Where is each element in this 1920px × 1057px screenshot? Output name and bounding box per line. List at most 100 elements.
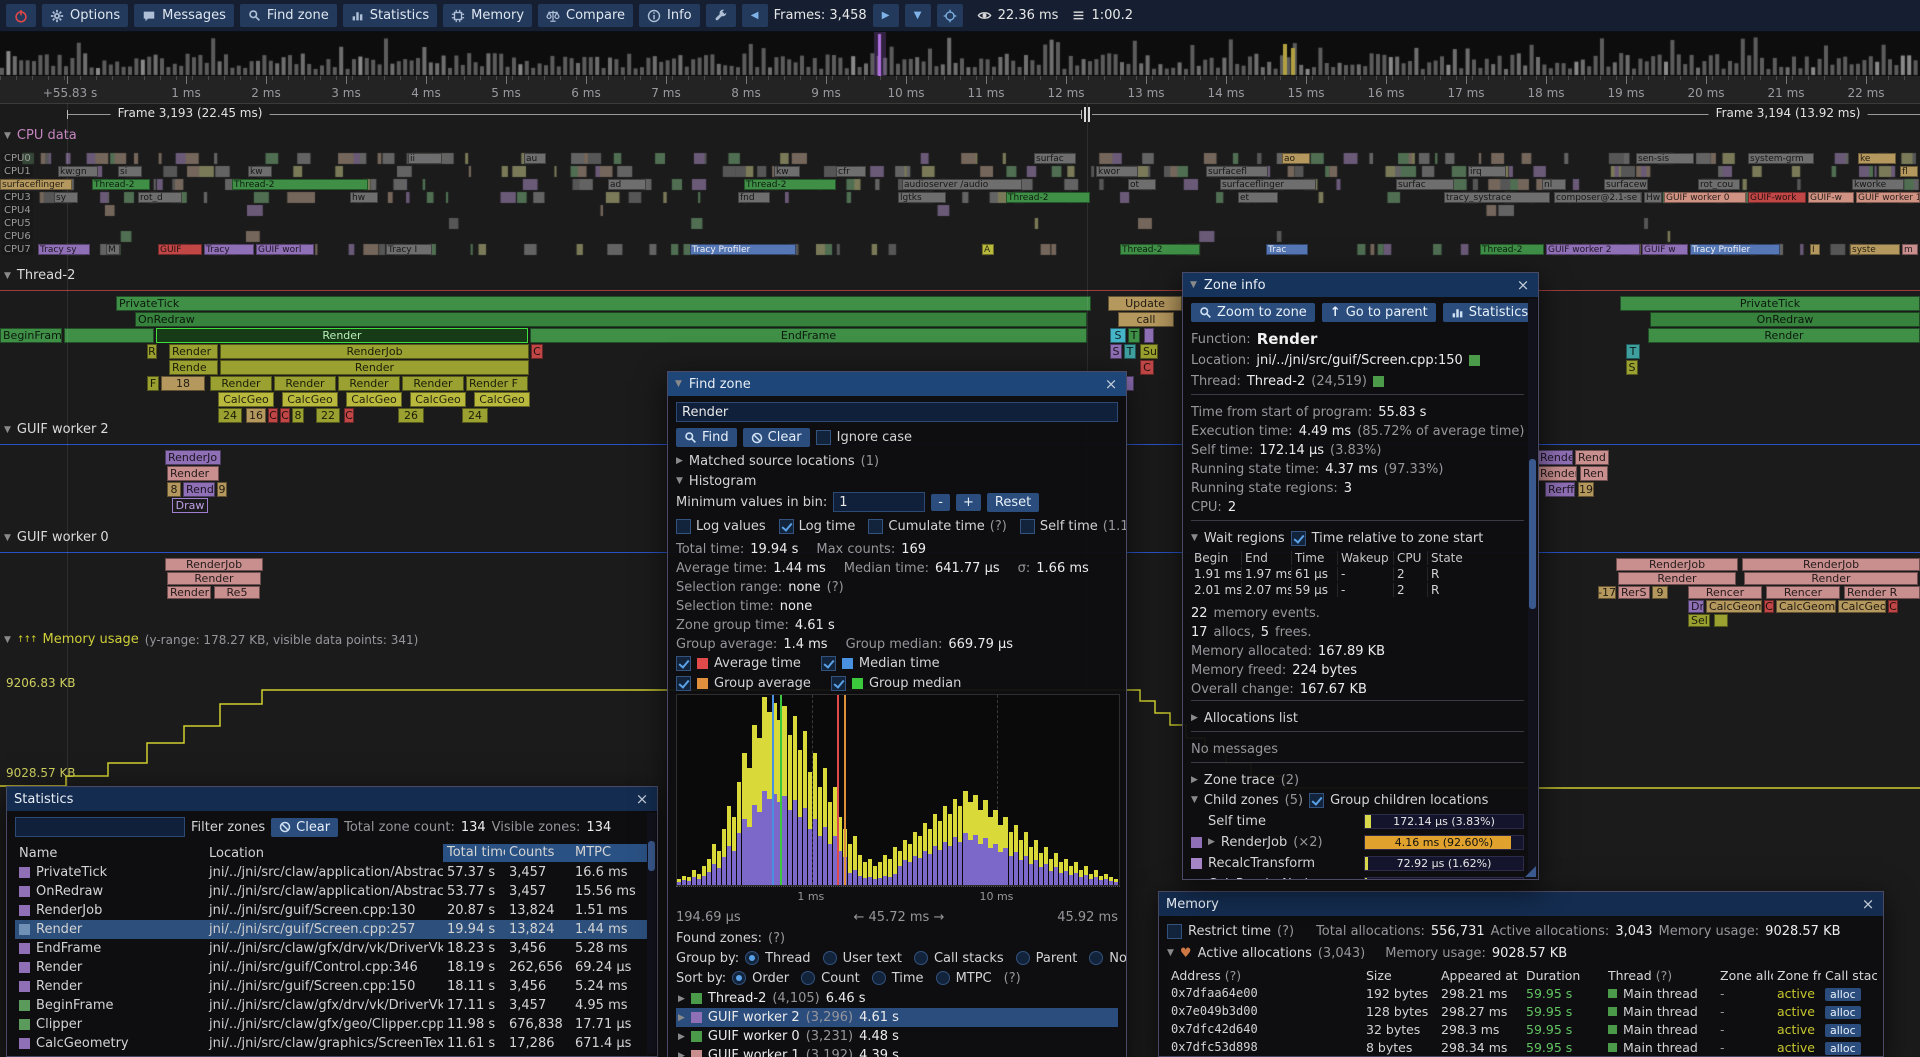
zone[interactable]: 24 [462, 408, 488, 423]
zone[interactable]: Ren [1580, 466, 1608, 481]
zone[interactable]: RenderJob [165, 558, 263, 571]
expand-icon[interactable]: ▶ [678, 1050, 685, 1057]
zone[interactable]: S [1110, 344, 1122, 359]
zone[interactable]: OnRedraw [135, 312, 1087, 327]
clear-filter-button[interactable]: Clear [271, 817, 339, 837]
zone[interactable]: Draw [172, 498, 208, 513]
zone[interactable]: S [1110, 328, 1126, 343]
restrict-time-checkbox[interactable] [1167, 923, 1182, 939]
zone[interactable]: Render [1618, 572, 1736, 585]
zone[interactable]: Render [1537, 450, 1573, 465]
memory-button[interactable]: Memory [443, 4, 533, 27]
cpu-zone[interactable]: GUIF w [1642, 244, 1688, 255]
zone[interactable]: RenderJob [220, 344, 529, 359]
compare-button[interactable]: Compare [538, 4, 634, 27]
allocation-appeared[interactable]: 298.34 ms [1441, 1039, 1508, 1055]
cpu-zone[interactable]: Tracy I [386, 244, 432, 255]
cpu-zone[interactable]: surfac [1396, 179, 1454, 190]
cpu-zone[interactable]: irq [1468, 166, 1506, 177]
time-relative-checkbox[interactable] [1290, 530, 1306, 546]
found-zone-group[interactable]: ▶ GUIF worker 2 (3,296) 4.61 s [676, 1008, 1118, 1027]
zone[interactable]: PrivateTick [1620, 296, 1920, 311]
zone[interactable]: 22 [316, 408, 340, 423]
allocations-list-label[interactable]: Allocations list [1203, 710, 1299, 726]
zoom-to-zone-button[interactable]: Zoom to zone [1191, 303, 1315, 322]
zone[interactable]: 24 [218, 408, 242, 423]
collapse-icon[interactable]: ▼ [4, 424, 11, 435]
time-radio[interactable] [871, 971, 886, 985]
zone[interactable]: Render [338, 376, 400, 391]
wait-region-row[interactable]: 2.01 ms 2.07 ms 59 µs -2 R [1191, 582, 1524, 598]
collapse-icon[interactable]: ▼ [4, 634, 11, 645]
zone[interactable]: C [344, 408, 354, 423]
zone[interactable]: CalcGeo [218, 392, 274, 407]
table-row[interactable]: OnRedraw jni/../jni/src/claw/application/… [15, 882, 649, 901]
call-stacks-radio[interactable] [913, 951, 928, 965]
zone[interactable]: CalcGeomet [1776, 600, 1836, 613]
zone[interactable]: Render [274, 376, 336, 391]
cpu-zone[interactable]: si [118, 166, 142, 177]
zone[interactable]: 18 [161, 376, 205, 391]
frame-menu-button[interactable]: ▼ [904, 4, 931, 27]
zone[interactable]: T [1626, 344, 1640, 359]
collapse-icon[interactable]: ▼ [676, 476, 683, 486]
cpu-zone[interactable]: audioserver /audio [902, 179, 1022, 190]
table-row[interactable]: Render jni/../jni/src/guif/Screen.cpp:257… [15, 920, 649, 939]
allocation-appeared[interactable]: 298.21 ms [1441, 985, 1508, 1001]
clear-button[interactable]: Clear [742, 428, 810, 447]
mtpc-radio[interactable] [935, 971, 950, 985]
cpu-zone[interactable]: Thread-2 [744, 179, 836, 190]
cpu-zone[interactable]: composer@2.1-se [ [1554, 192, 1642, 203]
zone[interactable]: C [531, 344, 543, 359]
frame-markers[interactable]: Frame 3,193 (22.45 ms) Frame 3,194 (13.9… [0, 103, 1920, 126]
zone[interactable]: RenderJob [1742, 558, 1920, 571]
alloc-call-stack-button[interactable]: alloc [1825, 1005, 1861, 1019]
zone[interactable]: T [1124, 344, 1136, 359]
legend-checkbox[interactable] [820, 655, 836, 671]
histogram-option[interactable]: Log time [778, 517, 855, 535]
zone[interactable]: T [1128, 328, 1140, 343]
zone[interactable]: C [280, 408, 290, 423]
cpu-data-header[interactable]: ▼ CPU data [4, 128, 77, 143]
thread-header[interactable]: ▼ GUIF worker 0 [4, 530, 109, 545]
zone[interactable]: CalcGeo [474, 392, 530, 407]
cpu-zone[interactable]: kworke [1852, 179, 1904, 190]
min-bin-input[interactable] [833, 492, 926, 512]
cpu-zone[interactable]: M [106, 244, 120, 255]
expand-icon[interactable]: ▶ [676, 456, 683, 466]
go-to-parent-button[interactable]: ↑ Go to parent [1321, 303, 1436, 322]
close-icon[interactable]: × [1104, 375, 1118, 393]
zone[interactable]: 8 [292, 408, 304, 423]
legend-checkbox[interactable] [676, 655, 691, 671]
zone[interactable]: Rend [183, 482, 215, 497]
zone[interactable]: Rencer [1688, 586, 1762, 599]
zone[interactable] [1144, 328, 1154, 343]
collapse-icon[interactable]: ▼ [675, 379, 682, 389]
thread-radio[interactable] [745, 951, 760, 965]
thread-header[interactable]: ▼ Thread-2 [4, 268, 75, 283]
parent-radio[interactable] [1015, 951, 1030, 965]
zone[interactable]: 9 [217, 482, 227, 497]
memory-usage-header[interactable]: ▼ ↑↑↑ Memory usage (y-range: 178.27 KB, vis… [4, 632, 418, 647]
self-time-checkbox[interactable] [1019, 518, 1035, 534]
call-stack-cell[interactable]: alloc [1821, 1022, 1877, 1037]
collapse-icon[interactable]: ▼ [1167, 948, 1174, 958]
wait-region-row[interactable]: 1.91 ms 1.97 ms 61 µs -2 R [1191, 566, 1524, 582]
cpu-zone[interactable]: surfac [1034, 153, 1076, 164]
statistics-titlebar[interactable]: Statistics × [7, 787, 657, 811]
prev-frame-button[interactable]: ◀ [741, 4, 768, 27]
call-stack-cell[interactable]: alloc [1821, 1040, 1877, 1055]
legend-checkbox[interactable] [676, 675, 691, 691]
allocation-address[interactable]: 0x7dfc53d898 [1171, 1040, 1258, 1054]
call-stack-cell[interactable]: alloc [1821, 986, 1877, 1001]
allocation-row[interactable]: 0x7dfc42d640 32 bytes 298.3 ms 59.95 s Main … [1167, 1020, 1875, 1038]
cpu-zone[interactable]: hw [350, 192, 378, 203]
cpu-zone[interactable]: ke [1858, 153, 1896, 164]
zone[interactable]: 26 [398, 408, 424, 423]
cpu-zone[interactable]: sen-sis [1636, 153, 1694, 164]
zone[interactable]: 16 [246, 408, 266, 423]
scrollbar-track[interactable] [1528, 299, 1537, 877]
collapse-icon[interactable]: ▼ [1190, 280, 1197, 290]
zone[interactable]: BeginFrame [0, 328, 62, 343]
expand-icon[interactable]: ▶ [678, 1012, 685, 1023]
